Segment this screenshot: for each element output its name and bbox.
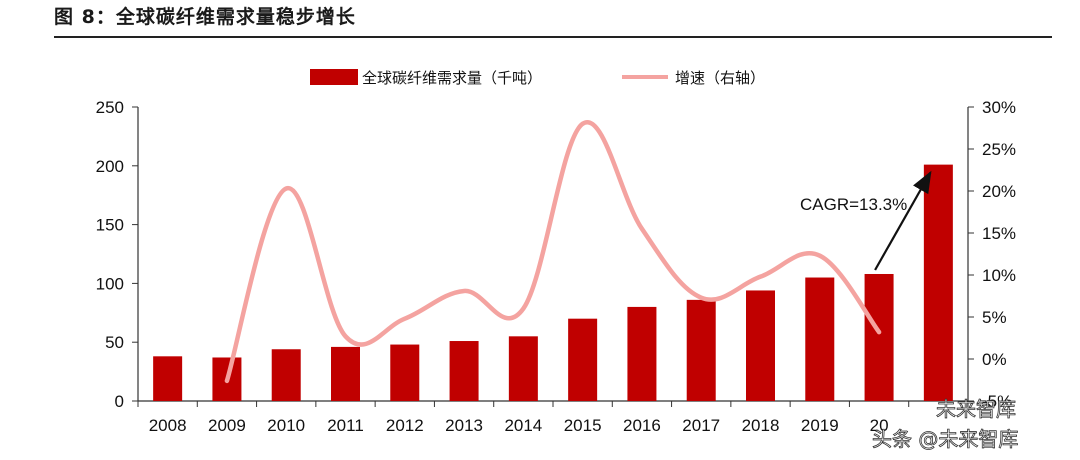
y-right-tick-label: 15% [982,224,1016,243]
y-left-tick-label: 150 [96,216,124,235]
y-left-tick-label: 50 [105,333,124,352]
x-tick-label: 20 [870,416,889,435]
y-left-tick-label: 200 [96,157,124,176]
bar-2011 [331,346,360,401]
line-series [224,120,882,384]
legend-swatch-demand [310,69,358,85]
x-tick-label: 2017 [682,416,720,435]
y-right-tick-label: 5% [982,308,1007,327]
cagr-label: CAGR=13.3% [800,195,907,214]
x-tick-label: 2009 [208,416,246,435]
legend: 全球碳纤维需求量（千吨） 增速（右轴） [310,69,765,87]
growth-point-2015 [580,121,585,126]
y-right-tick-label: 20% [982,182,1016,201]
x-tick-label: 2019 [801,416,839,435]
y-left-tick-label: 100 [96,274,124,293]
watermark-top: 未来智库 [936,397,1016,421]
x-tick-label: 2008 [149,416,187,435]
x-tick-label: 2016 [623,416,661,435]
growth-line [224,120,882,384]
x-tick-label: 2015 [564,416,602,435]
growth-point-2014 [521,306,526,311]
x-tick-label: 2010 [267,416,305,435]
watermark: 未来智库 头条 @未来智库 [872,397,1019,452]
bar-2016 [627,306,657,401]
y-right-tick-label: 25% [982,140,1016,159]
bar-2008 [153,356,183,401]
y-left-tick-label: 0 [115,392,124,411]
x-tick-label: 2018 [742,416,780,435]
title-divider [54,36,1052,38]
bar-2015 [568,318,598,401]
growth-point-2019 [817,253,822,258]
bar-series [153,164,953,401]
bar-2019 [805,277,835,401]
x-tick-label: 2014 [504,416,542,435]
cagr-arrow [874,170,932,271]
bar-2020 [864,273,894,401]
growth-point-2013 [462,288,467,293]
bar-2017 [686,299,716,401]
growth-point-2010 [284,186,289,191]
growth-point-2012 [402,316,407,321]
growth-point-2018 [758,274,763,279]
bar-2014 [508,336,538,401]
x-tick-label: 2011 [327,416,364,435]
legend-label-demand: 全球碳纤维需求量（千吨） [362,69,542,87]
y-right-tick-label: 30% [982,98,1016,117]
y-right-tick-label: 10% [982,266,1016,285]
x-tick-label: 2013 [445,416,483,435]
bar-2018 [746,290,775,401]
growth-point-2011 [343,334,348,339]
legend-label-growth: 增速（右轴） [675,69,765,87]
growth-point-2020 [877,330,882,335]
watermark-bottom: 头条 @未来智库 [872,427,1018,451]
growth-point-2016 [639,226,644,231]
growth-point-2009 [224,378,229,383]
y-right-tick-label: 0% [982,350,1007,369]
bar-2012 [390,344,420,401]
y-left-tick-label: 250 [96,98,124,117]
annotation: CAGR=13.3% [800,170,932,271]
bar-2013 [449,341,479,401]
figure-title: 图 8：全球碳纤维需求量稳步增长 [54,6,356,28]
x-tick-label: 2012 [386,416,424,435]
growth-point-2017 [699,295,704,300]
bar-2021 [923,164,953,401]
y-right-tick-label: -5% [982,392,1012,411]
bar-2010 [271,349,301,401]
